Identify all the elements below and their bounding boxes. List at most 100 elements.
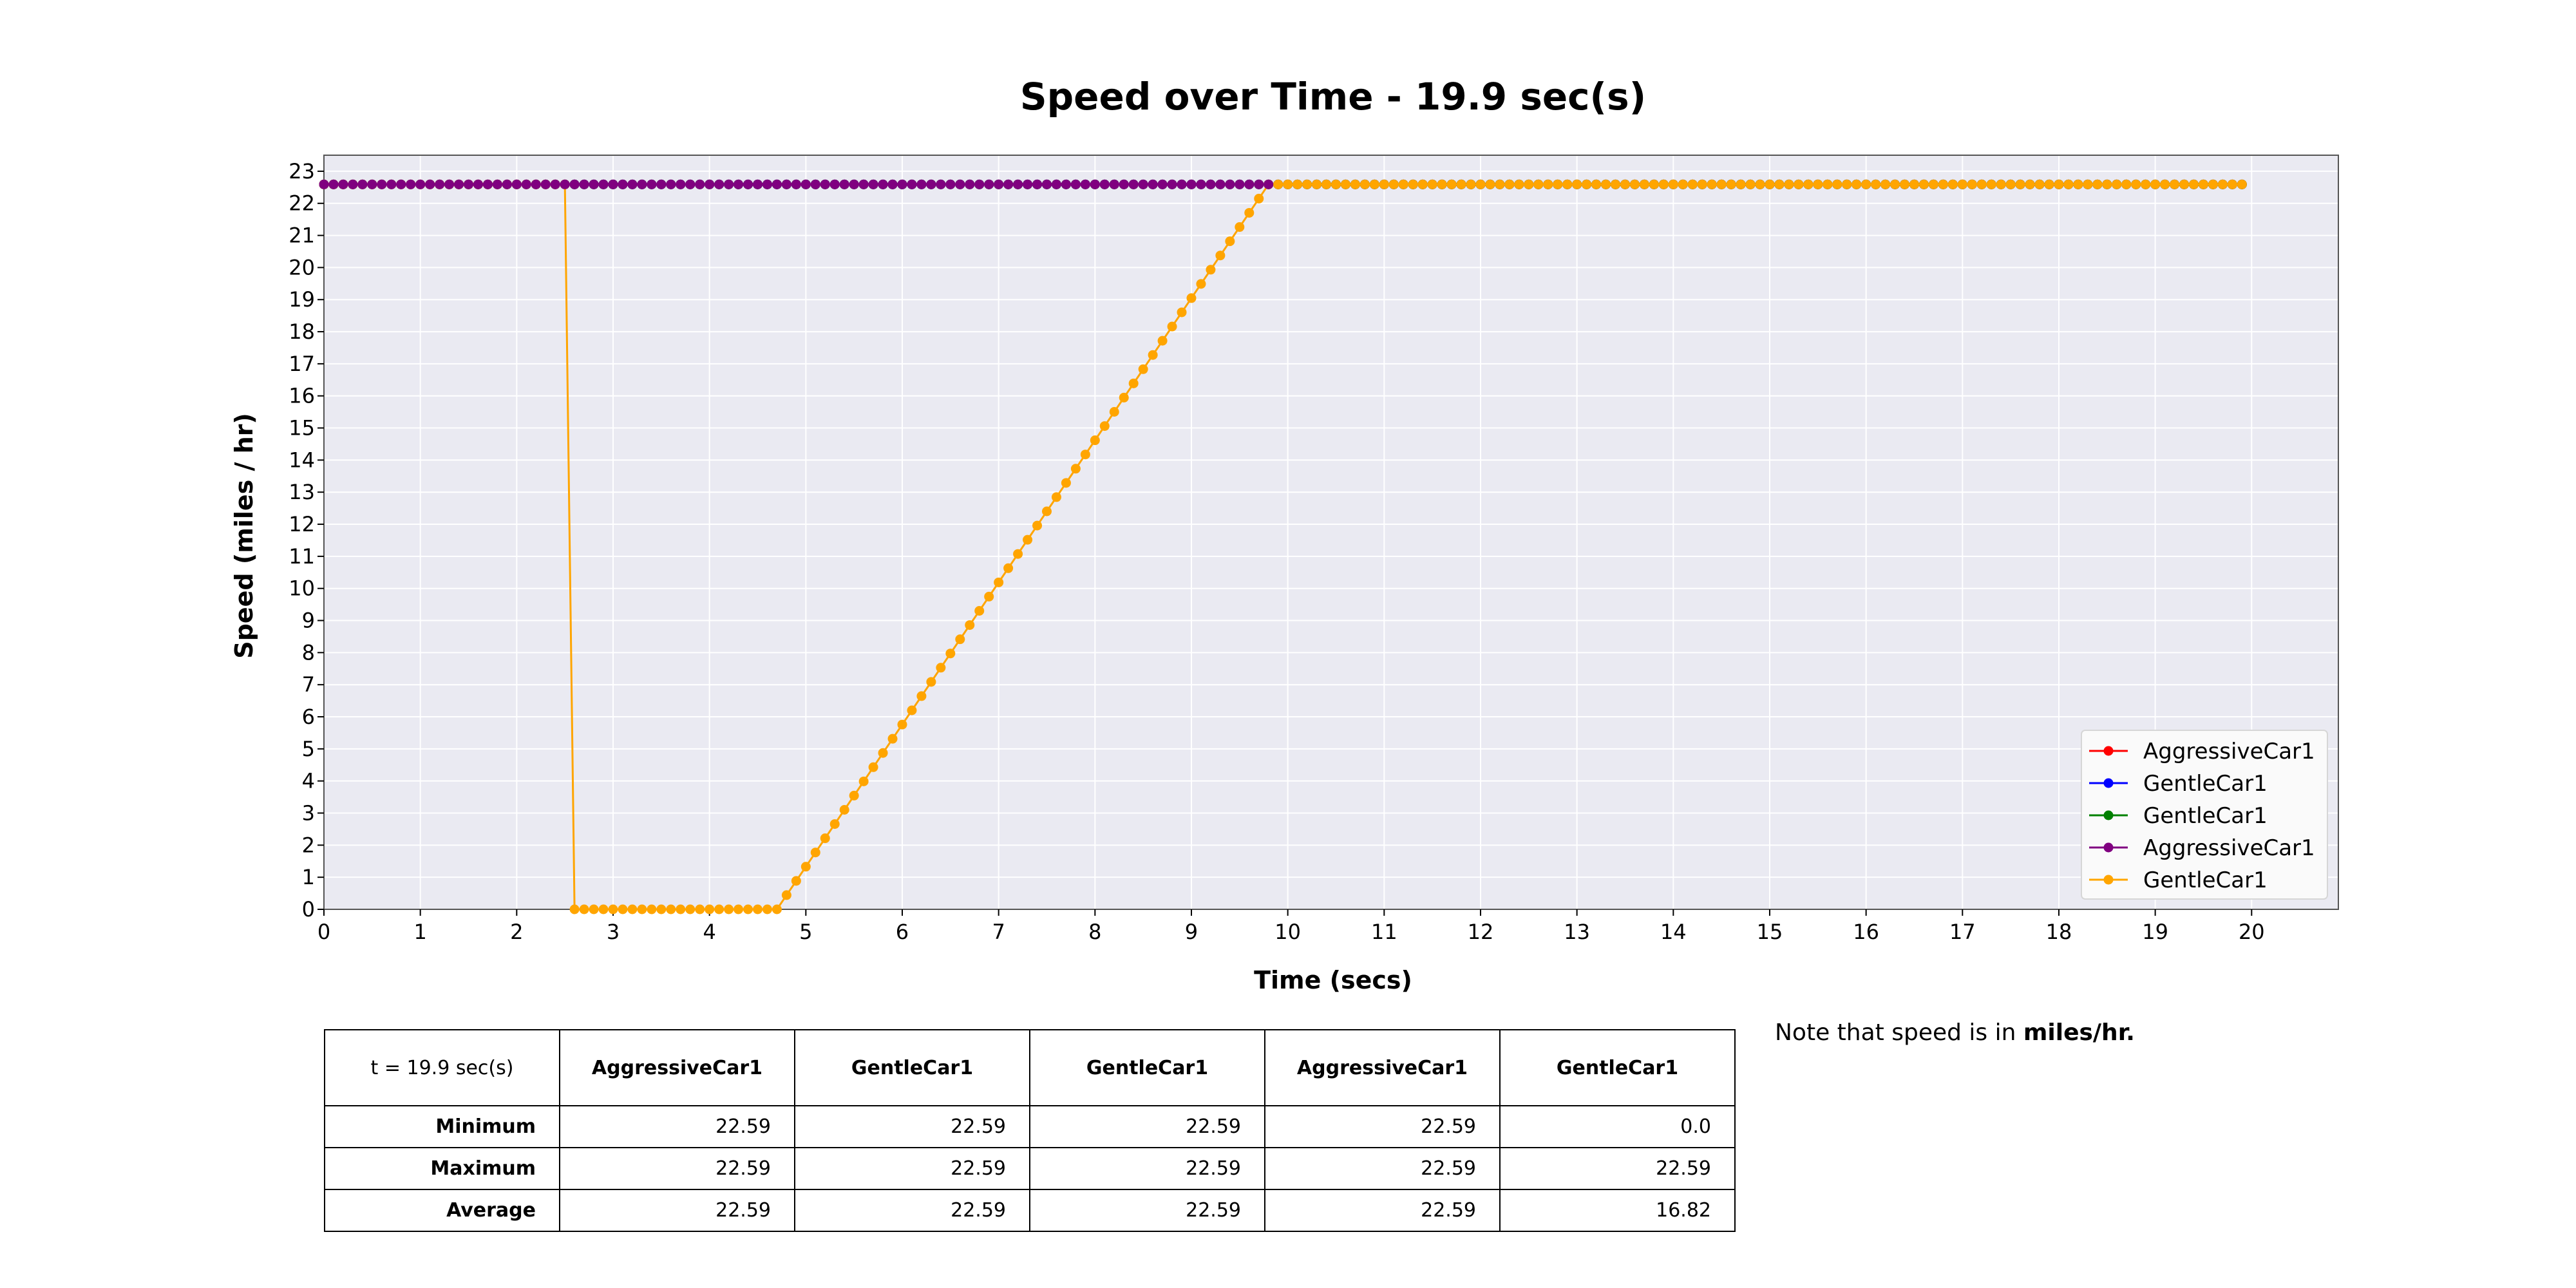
- data-point: [1533, 179, 1544, 189]
- data-point: [1013, 549, 1023, 559]
- data-point: [2131, 179, 2141, 189]
- data-point: [791, 179, 801, 189]
- data-point: [1852, 179, 1862, 189]
- data-point: [473, 179, 483, 189]
- data-point: [406, 179, 416, 189]
- data-point: [1678, 179, 1688, 189]
- data-point: [618, 179, 628, 189]
- data-point: [1697, 179, 1707, 189]
- data-point: [647, 179, 657, 189]
- data-point: [1543, 179, 1553, 189]
- data-point: [666, 179, 676, 189]
- data-point: [762, 179, 772, 189]
- data-point: [1687, 179, 1698, 189]
- stats-column-header: GentleCar1: [794, 1029, 1030, 1106]
- data-point: [965, 620, 975, 630]
- data-point: [1369, 179, 1379, 189]
- data-point: [598, 179, 609, 189]
- data-point: [589, 179, 599, 189]
- x-tick-label: 20: [2239, 920, 2265, 944]
- data-point: [714, 179, 724, 189]
- stats-column-header: AggressiveCar1: [559, 1029, 795, 1106]
- data-point: [2044, 179, 2054, 189]
- data-point: [705, 904, 715, 914]
- data-point: [1235, 179, 1245, 189]
- data-point: [1235, 222, 1245, 232]
- data-point: [1900, 179, 1910, 189]
- data-point: [926, 179, 936, 189]
- y-tick-label: 21: [289, 223, 315, 248]
- y-tick-label: 2: [302, 833, 315, 857]
- data-point: [1890, 179, 1900, 189]
- data-point: [1813, 179, 1823, 189]
- x-tick-label: 4: [703, 920, 715, 944]
- data-point: [897, 719, 907, 730]
- data-point: [1601, 179, 1611, 189]
- data-point: [1013, 179, 1023, 189]
- data-point: [454, 179, 464, 189]
- data-point: [1244, 179, 1255, 189]
- stats-row-maximum: Maximum 22.59 22.59 22.59 22.59 22.59: [324, 1147, 1736, 1190]
- data-point: [1350, 179, 1360, 189]
- data-point: [435, 179, 445, 189]
- data-point: [839, 179, 849, 189]
- y-tick-label: 17: [289, 352, 315, 376]
- data-point: [1157, 336, 1168, 346]
- data-point: [589, 904, 599, 914]
- data-point: [569, 904, 580, 914]
- data-point: [945, 179, 956, 189]
- data-point: [627, 904, 638, 914]
- data-point: [1331, 179, 1341, 189]
- data-point: [955, 179, 965, 189]
- data-point: [1148, 350, 1158, 360]
- data-point: [1321, 179, 1332, 189]
- legend-marker: [2103, 875, 2114, 885]
- data-point: [666, 904, 676, 914]
- data-point: [858, 776, 869, 786]
- data-point: [1823, 179, 1833, 189]
- data-point: [338, 179, 348, 189]
- data-point: [1388, 179, 1399, 189]
- data-point: [781, 179, 791, 189]
- data-point: [618, 904, 628, 914]
- x-tick-label: 17: [1949, 920, 1976, 944]
- data-point: [1264, 179, 1274, 189]
- data-point: [1070, 179, 1081, 189]
- data-point: [2198, 179, 2208, 189]
- data-point: [377, 179, 387, 189]
- data-point: [762, 904, 772, 914]
- data-point: [1109, 179, 1119, 189]
- legend-marker: [2103, 810, 2114, 820]
- data-point: [444, 179, 455, 189]
- legend-marker: [2103, 842, 2114, 853]
- data-point: [2121, 179, 2132, 189]
- data-point: [2005, 179, 2016, 189]
- y-tick-label: 9: [302, 609, 315, 633]
- data-point: [1562, 179, 1573, 189]
- data-point: [800, 179, 811, 189]
- data-point: [695, 179, 705, 189]
- data-point: [714, 904, 724, 914]
- data-point: [1196, 179, 1206, 189]
- legend: AggressiveCar1 GentleCar1 GentleCar1 Aggres…: [2081, 730, 2328, 900]
- data-point: [2170, 179, 2180, 189]
- data-point: [1755, 179, 1765, 189]
- data-point: [1041, 179, 1052, 189]
- data-point: [791, 876, 801, 886]
- data-point: [1967, 179, 1977, 189]
- data-point: [521, 179, 531, 189]
- data-point: [936, 663, 946, 673]
- grid: [323, 155, 2338, 910]
- legend-label: GentleCar1: [2143, 803, 2268, 829]
- data-point: [945, 649, 956, 659]
- data-point: [1186, 179, 1197, 189]
- data-point: [1774, 179, 1785, 189]
- data-point: [1340, 179, 1350, 189]
- data-point: [1186, 293, 1197, 303]
- data-point: [1629, 179, 1640, 189]
- y-tick-label: 10: [289, 576, 315, 601]
- data-point: [743, 179, 753, 189]
- data-point: [1148, 179, 1158, 189]
- data-point: [2150, 179, 2161, 189]
- data-point: [1099, 421, 1110, 431]
